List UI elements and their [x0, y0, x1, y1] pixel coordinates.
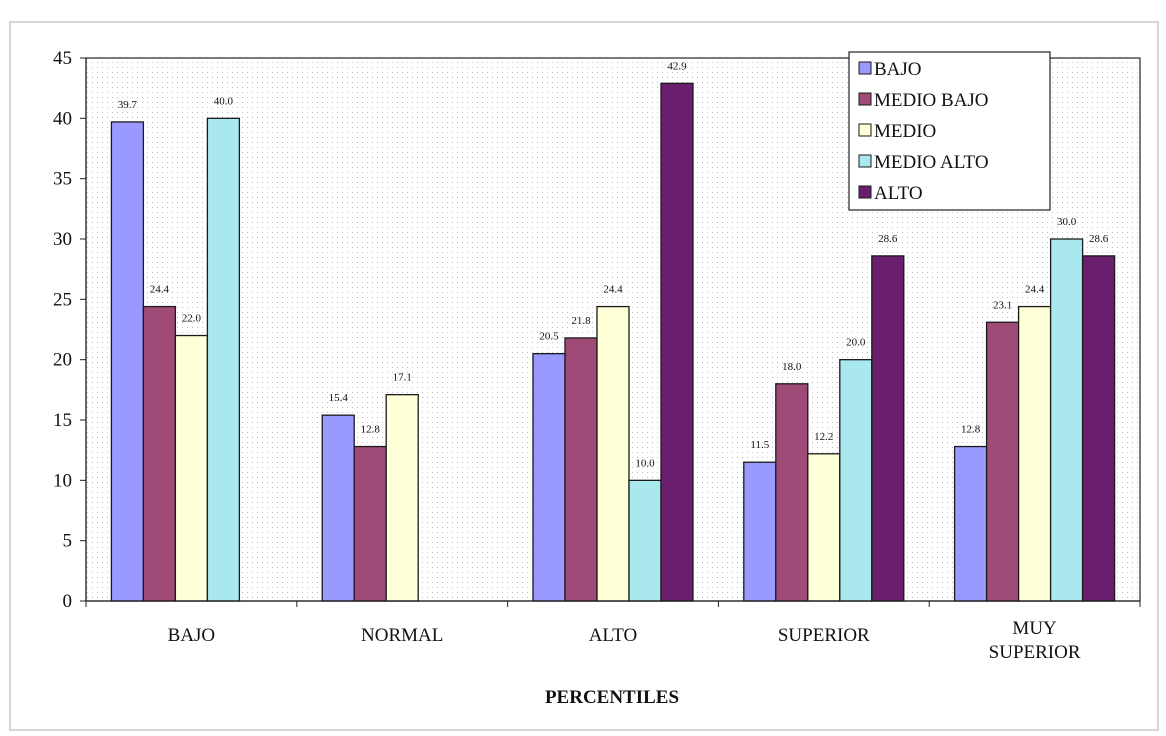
- data-label: 24.4: [603, 284, 623, 296]
- y-tick-label: 25: [53, 289, 72, 310]
- data-label: 22.0: [182, 313, 202, 325]
- y-tick-label: 45: [53, 48, 72, 69]
- bar: [142, 305, 177, 602]
- data-labels: 39.7 15.4 20.5 11.5 12.8 24.4 12.8 21.8 18.0 23.1…: [118, 60, 1109, 469]
- bar: [839, 359, 873, 602]
- bar: [807, 453, 841, 602]
- legend: BAJO MEDIO BAJO MEDIO MEDIO ALTO ALTO: [848, 51, 1051, 211]
- data-label: 20.5: [539, 331, 559, 343]
- x-category-label: MUY SUPERIOR: [989, 618, 1081, 663]
- bar: [385, 394, 419, 602]
- data-label: 28.6: [878, 233, 898, 245]
- bar: [660, 82, 694, 602]
- legend-label: MEDIO: [874, 121, 936, 142]
- data-label: 15.4: [329, 392, 349, 404]
- bar: [353, 445, 387, 602]
- y-tick-label: 5: [63, 531, 73, 552]
- legend-label: ALTO: [874, 183, 923, 204]
- x-axis: BAJO NORMAL ALTO SUPERIOR MUY SUPERIOR: [85, 600, 1141, 663]
- bar: [596, 305, 630, 602]
- bar: [564, 337, 598, 602]
- bar: [110, 121, 145, 602]
- data-label: 24.4: [1025, 284, 1045, 296]
- bar: [174, 334, 209, 602]
- y-tick-label: 35: [53, 169, 72, 190]
- data-label: 24.4: [150, 284, 170, 296]
- x-category-label: ALTO: [589, 625, 638, 646]
- legend-swatch: [858, 154, 872, 168]
- y-tick-label: 0: [63, 591, 73, 612]
- bar: [206, 117, 241, 602]
- x-axis-title: PERCENTILES: [545, 687, 679, 708]
- legend-swatch: [858, 61, 872, 75]
- bar: [628, 479, 662, 602]
- data-label: 12.2: [814, 431, 833, 443]
- y-tick-label: 30: [53, 229, 72, 250]
- legend-label: MEDIO ALTO: [874, 152, 989, 173]
- data-label: 10.0: [635, 457, 655, 469]
- bar: [953, 445, 988, 602]
- bar: [775, 383, 809, 602]
- bar: [985, 321, 1020, 602]
- bar: [1017, 305, 1052, 602]
- x-category-label: SUPERIOR: [778, 625, 870, 646]
- data-label: 17.1: [393, 372, 412, 384]
- bar: [1081, 255, 1116, 602]
- x-category-label: BAJO: [168, 625, 216, 646]
- legend-label: MEDIO BAJO: [874, 90, 989, 111]
- data-label: 12.8: [361, 424, 381, 436]
- bar: [1049, 238, 1084, 602]
- y-axis: 0 5 10 15 20 25 30 35 40 45: [53, 48, 87, 612]
- data-label: 11.5: [750, 439, 769, 451]
- data-label: 28.6: [1089, 233, 1109, 245]
- y-tick-label: 10: [53, 470, 72, 491]
- legend-swatch: [858, 123, 872, 137]
- bar: [871, 255, 905, 602]
- x-category-label: NORMAL: [361, 625, 443, 646]
- data-label: 42.9: [667, 60, 687, 72]
- bar: [532, 352, 566, 602]
- y-tick-label: 20: [53, 350, 72, 371]
- y-tick-label: 40: [53, 108, 72, 129]
- bar: [321, 414, 355, 602]
- data-label: 23.1: [993, 299, 1012, 311]
- bar: [743, 461, 777, 602]
- data-label: 40.0: [214, 95, 234, 107]
- data-label: 21.8: [571, 315, 591, 327]
- legend-swatch: [858, 185, 872, 199]
- bars: [110, 82, 1116, 602]
- legend-label: BAJO: [874, 59, 922, 80]
- data-label: 30.0: [1057, 216, 1077, 228]
- legend-box: [848, 51, 1051, 211]
- legend-swatch: [858, 92, 872, 106]
- y-tick-label: 15: [53, 410, 72, 431]
- data-label: 18.0: [782, 361, 802, 373]
- data-label: 39.7: [118, 99, 138, 111]
- data-label: 12.8: [961, 424, 981, 436]
- data-label: 20.0: [846, 337, 866, 349]
